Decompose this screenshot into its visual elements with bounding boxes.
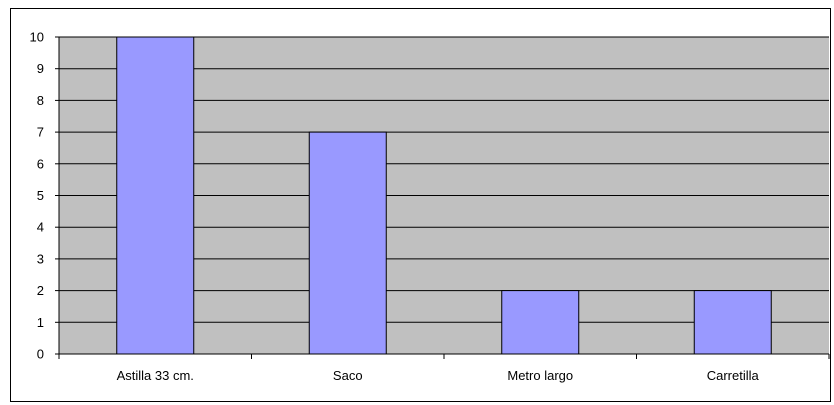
y-tick-label: 4 xyxy=(37,220,44,235)
y-tick-label: 0 xyxy=(37,347,44,362)
y-tick-label: 7 xyxy=(37,125,44,140)
y-tick-label: 2 xyxy=(37,283,44,298)
bars xyxy=(116,36,772,355)
y-tick-label: 6 xyxy=(37,156,44,171)
y-tick-label: 3 xyxy=(37,251,44,266)
y-tick-label: 8 xyxy=(37,93,44,108)
bar-carretilla xyxy=(693,290,772,355)
y-tick-label: 5 xyxy=(37,188,44,203)
x-tick-label: Carretilla xyxy=(707,368,760,383)
bar-astilla-33-cm xyxy=(116,36,195,355)
x-tick-label: Saco xyxy=(333,368,363,383)
y-tick-label: 10 xyxy=(30,30,44,45)
x-tick-label: Metro largo xyxy=(507,368,573,383)
y-tick-label: 1 xyxy=(37,315,44,330)
x-tick-label: Astilla 33 cm. xyxy=(117,368,194,383)
bar-metro-largo xyxy=(501,290,580,355)
y-axis-ticks: 0 1 2 3 4 5 6 7 8 9 10 xyxy=(30,30,59,362)
x-axis-ticks: Astilla 33 cm. Saco Metro largo Carretilla xyxy=(58,354,830,383)
y-tick-label: 9 xyxy=(37,61,44,76)
bar-saco xyxy=(308,131,387,355)
